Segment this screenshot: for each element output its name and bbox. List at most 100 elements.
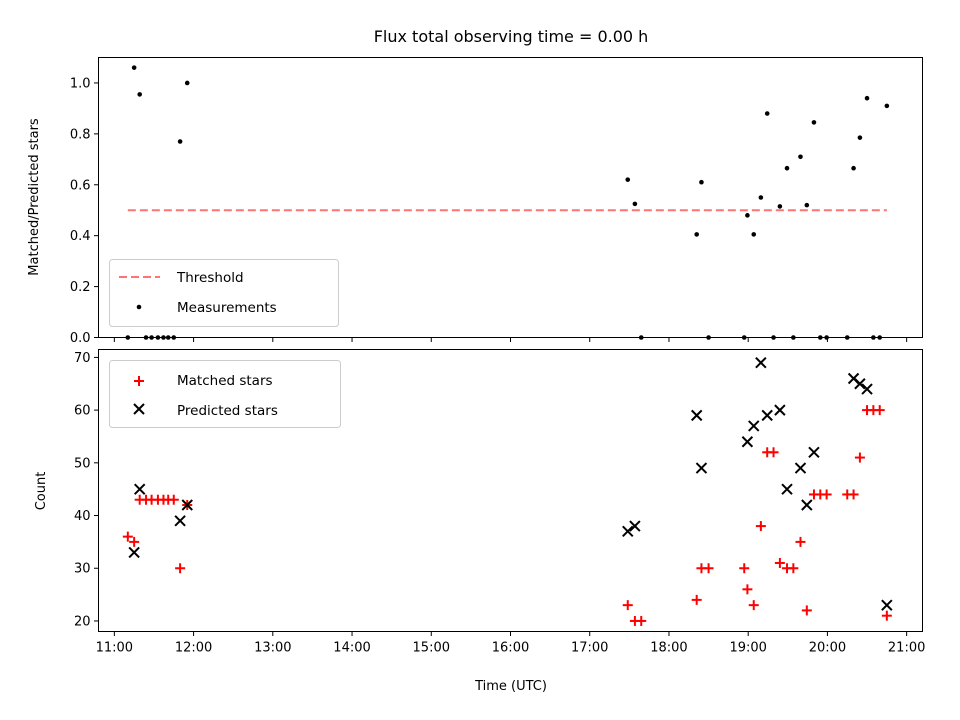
predicted-star-marker-b — [748, 420, 760, 432]
measurement-point — [857, 135, 863, 140]
legend-predicted-swatch — [133, 403, 145, 415]
count-y-tick-label: 60 — [74, 404, 91, 419]
predicted-star-marker-b — [781, 483, 793, 495]
legend-threshold-label: Threshold — [176, 270, 244, 286]
predicted-star-marker-b — [861, 383, 873, 395]
ratio-legend: Threshold Measurements — [109, 259, 339, 327]
ratio-y-axis-label: Matched/Predicted stars — [27, 118, 42, 276]
predicted-star-marker-b — [847, 372, 860, 385]
legend-matched-label: Matched stars — [177, 373, 273, 389]
ratio-marks — [125, 65, 890, 340]
ratio-y-tick-label: 0.2 — [70, 280, 91, 295]
count-y-axis-label: Count — [34, 472, 49, 511]
predicted-star-marker — [755, 356, 767, 369]
matched-star-marker — [768, 447, 779, 458]
predicted-star-marker — [181, 499, 193, 511]
count-y-tick-label: 30 — [74, 562, 91, 577]
measurement-point — [745, 213, 750, 218]
measurement-point — [184, 80, 190, 86]
predicted-star-marker — [808, 446, 820, 458]
measurement-point — [751, 232, 757, 237]
ratio-axes: 0.0 0.2 0.4 0.6 0.8 1.0 — [70, 76, 908, 346]
legend-predicted-label: Predicted stars — [177, 403, 278, 419]
matched-star-marker — [795, 536, 806, 547]
legend-measurements-label: Measurements — [177, 300, 277, 316]
matched-star-marker — [821, 489, 832, 500]
measurement-point — [131, 65, 137, 70]
predicted-star-marker — [861, 383, 873, 395]
x-tick-label: 20:00 — [809, 641, 846, 656]
measurement-point — [177, 139, 183, 144]
matched-star-marker — [848, 489, 859, 500]
ratio-legend-box — [109, 259, 339, 327]
predicted-star-marker-b — [174, 515, 186, 527]
matched-star-marker — [175, 563, 186, 574]
predicted-star-marker — [629, 520, 641, 532]
matched-star-marker — [774, 557, 785, 568]
measurement-point — [804, 202, 810, 208]
measurement-point — [699, 179, 704, 185]
predicted-star-marker — [695, 462, 708, 474]
predicted-star-marker — [622, 525, 634, 538]
measurement-point — [694, 232, 699, 237]
predicted-star-marker-b — [854, 378, 866, 390]
matched-star-marker — [742, 584, 753, 595]
count-y-tick-label: 70 — [74, 351, 91, 366]
legend-measurements-swatch — [136, 304, 142, 310]
measurement-point — [758, 195, 764, 200]
predicted-star-marker-b — [181, 499, 193, 511]
x-tick-label: 17:00 — [571, 641, 608, 656]
measurement-point — [851, 165, 856, 171]
x-tick-label: 11:00 — [96, 641, 133, 656]
matched-star-marker — [755, 521, 766, 532]
predicted-star-marker-b — [695, 462, 708, 474]
matched-star-marker — [622, 600, 633, 611]
measurement-point — [625, 177, 631, 182]
matched-star-marker — [703, 563, 714, 574]
x-tick-label: 18:00 — [650, 641, 687, 656]
predicted-star-marker-b — [133, 483, 146, 495]
predicted-star-marker-b — [881, 599, 893, 611]
count-panel: 11:00 12:00 13:00 14:00 15:00 16:00 17:00 18:00… — [34, 349, 925, 694]
predicted-star-marker-b — [801, 499, 813, 511]
ratio-y-tick-label: 0.8 — [70, 127, 91, 142]
x-tick-label: 12:00 — [175, 641, 212, 656]
measurement-point — [777, 204, 783, 209]
x-tick-label: 21:00 — [888, 641, 925, 656]
predicted-star-marker-b — [794, 462, 807, 474]
predicted-star-marker-b — [774, 404, 786, 416]
matched-star-marker — [748, 600, 759, 611]
matched-star-marker — [691, 594, 702, 605]
count-y-tick-label: 40 — [74, 509, 91, 524]
ratio-y-tick-label: 0.6 — [70, 178, 91, 193]
matched-star-marker — [129, 536, 140, 547]
measurement-point — [137, 92, 142, 97]
count-marks — [122, 356, 893, 626]
predicted-star-marker — [801, 499, 813, 511]
matched-star-marker — [801, 605, 812, 616]
predicted-star-marker — [794, 462, 807, 474]
matched-star-marker — [636, 615, 647, 626]
x-tick-label: 14:00 — [333, 641, 370, 656]
legend-matched-swatch — [134, 376, 144, 386]
matched-star-marker — [788, 563, 799, 574]
count-y-tick-label: 20 — [74, 614, 91, 629]
matched-star-marker — [874, 405, 885, 416]
predicted-star-marker — [761, 409, 773, 422]
predicted-star-marker-b — [761, 409, 773, 422]
measurement-point — [864, 95, 870, 101]
predicted-star-marker-b — [808, 446, 820, 458]
matched-star-marker — [168, 494, 179, 505]
predicted-star-marker-b — [741, 436, 754, 448]
ratio-y-tick-label: 1.0 — [70, 76, 91, 91]
predicted-star-marker-b — [629, 520, 641, 532]
measurement-point — [811, 120, 817, 125]
predicted-star-marker — [133, 483, 146, 495]
predicted-star-marker — [748, 420, 760, 432]
predicted-star-marker — [690, 409, 703, 422]
x-tick-label: 16:00 — [492, 641, 529, 656]
predicted-star-marker — [174, 515, 186, 527]
ratio-y-tick-label: 0.4 — [70, 229, 91, 244]
chart-title: Flux total observing time = 0.00 h — [374, 27, 649, 46]
